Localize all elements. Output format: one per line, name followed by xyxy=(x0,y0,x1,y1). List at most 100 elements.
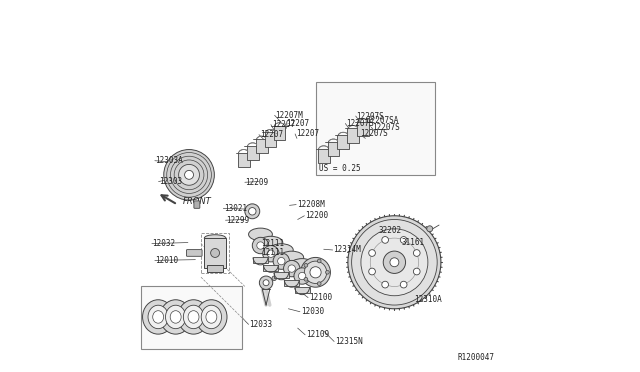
FancyBboxPatch shape xyxy=(273,126,285,140)
Circle shape xyxy=(272,276,276,280)
Circle shape xyxy=(262,246,279,262)
FancyBboxPatch shape xyxy=(318,149,330,163)
Circle shape xyxy=(284,260,300,277)
Circle shape xyxy=(268,250,275,257)
Text: 12010: 12010 xyxy=(156,256,179,265)
Circle shape xyxy=(351,219,437,305)
Circle shape xyxy=(413,250,420,256)
Ellipse shape xyxy=(204,235,226,241)
Text: 12100: 12100 xyxy=(309,293,332,302)
Text: 12200: 12200 xyxy=(305,211,328,220)
Text: 12303: 12303 xyxy=(159,177,182,186)
FancyBboxPatch shape xyxy=(186,250,202,256)
Text: 12207S: 12207S xyxy=(346,119,374,128)
Ellipse shape xyxy=(143,300,174,334)
Ellipse shape xyxy=(178,300,209,334)
Ellipse shape xyxy=(170,311,181,323)
Circle shape xyxy=(369,268,376,275)
Text: 12299: 12299 xyxy=(227,216,250,225)
Circle shape xyxy=(184,170,193,179)
Circle shape xyxy=(164,150,214,200)
Text: 12208M: 12208M xyxy=(297,200,324,209)
Circle shape xyxy=(304,263,308,267)
Text: 12207: 12207 xyxy=(271,120,295,129)
FancyBboxPatch shape xyxy=(238,153,250,167)
Text: 12314M: 12314M xyxy=(333,246,361,254)
FancyBboxPatch shape xyxy=(246,146,259,160)
Text: 12207M: 12207M xyxy=(275,111,303,120)
FancyBboxPatch shape xyxy=(204,238,226,268)
Text: 31161: 31161 xyxy=(401,238,424,247)
Ellipse shape xyxy=(184,305,204,329)
Circle shape xyxy=(252,237,269,254)
Text: 12109: 12109 xyxy=(306,330,329,339)
Circle shape xyxy=(317,259,321,263)
Bar xyxy=(284,280,299,286)
Text: 12303A: 12303A xyxy=(156,156,183,165)
Text: 12207SA: 12207SA xyxy=(367,116,399,125)
Ellipse shape xyxy=(269,244,293,256)
Bar xyxy=(141,286,242,349)
Ellipse shape xyxy=(291,259,314,271)
Circle shape xyxy=(248,208,256,215)
Ellipse shape xyxy=(259,236,283,249)
Circle shape xyxy=(400,237,407,243)
Circle shape xyxy=(301,257,330,287)
Circle shape xyxy=(273,253,289,269)
Ellipse shape xyxy=(196,300,227,334)
Circle shape xyxy=(245,204,260,219)
Circle shape xyxy=(257,242,264,249)
Circle shape xyxy=(427,226,433,232)
Circle shape xyxy=(259,276,273,289)
Text: 12310A: 12310A xyxy=(413,295,442,304)
FancyBboxPatch shape xyxy=(347,128,359,142)
Ellipse shape xyxy=(188,311,199,323)
Text: 12207: 12207 xyxy=(286,119,309,128)
Circle shape xyxy=(288,265,296,272)
Text: 13021: 13021 xyxy=(224,204,247,213)
Circle shape xyxy=(278,257,285,265)
Bar xyxy=(274,272,289,278)
FancyBboxPatch shape xyxy=(255,139,268,153)
Circle shape xyxy=(413,268,420,275)
Ellipse shape xyxy=(153,311,164,323)
Circle shape xyxy=(390,258,399,267)
FancyBboxPatch shape xyxy=(337,135,349,150)
FancyBboxPatch shape xyxy=(207,265,223,272)
Circle shape xyxy=(361,229,428,296)
Circle shape xyxy=(348,216,441,309)
Circle shape xyxy=(179,164,200,185)
Text: 12207S: 12207S xyxy=(372,123,400,132)
Circle shape xyxy=(326,270,330,274)
Circle shape xyxy=(382,237,388,243)
Ellipse shape xyxy=(280,251,303,264)
Bar xyxy=(316,82,435,175)
Ellipse shape xyxy=(166,305,186,329)
Circle shape xyxy=(383,251,406,273)
Ellipse shape xyxy=(248,228,273,241)
Bar xyxy=(294,287,310,293)
Text: 12315N: 12315N xyxy=(335,337,363,346)
Circle shape xyxy=(298,272,306,280)
Circle shape xyxy=(294,268,310,284)
FancyBboxPatch shape xyxy=(194,201,200,208)
Text: 12030: 12030 xyxy=(301,307,324,316)
Text: 12111: 12111 xyxy=(261,248,284,257)
Circle shape xyxy=(317,282,321,285)
Bar xyxy=(201,232,229,273)
Bar xyxy=(264,265,278,271)
Ellipse shape xyxy=(201,305,221,329)
Circle shape xyxy=(263,280,269,286)
Ellipse shape xyxy=(148,305,168,329)
Text: 32202: 32202 xyxy=(379,226,402,235)
Ellipse shape xyxy=(160,300,191,334)
Circle shape xyxy=(305,261,326,283)
Circle shape xyxy=(304,278,308,281)
Text: FRONT: FRONT xyxy=(182,198,211,206)
Circle shape xyxy=(310,267,321,278)
Text: US = 0.25: US = 0.25 xyxy=(319,164,361,173)
FancyBboxPatch shape xyxy=(328,142,339,156)
Text: 12207: 12207 xyxy=(296,129,319,138)
Text: 12207: 12207 xyxy=(260,130,283,139)
Text: 12209: 12209 xyxy=(246,178,269,187)
